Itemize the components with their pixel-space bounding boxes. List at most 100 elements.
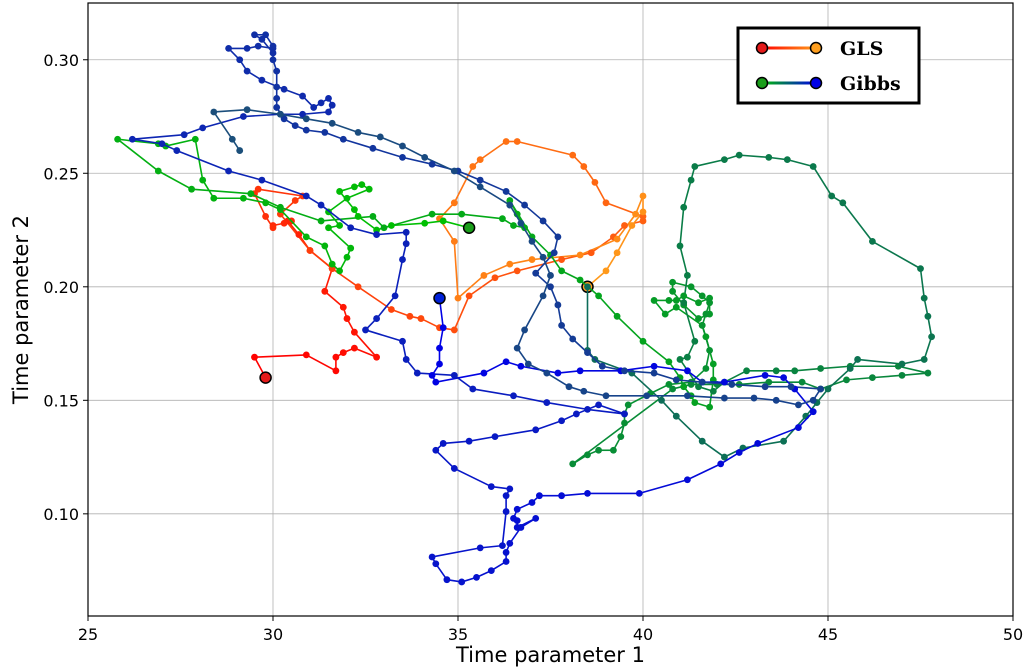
data-point (480, 272, 488, 279)
data-point (351, 206, 358, 214)
data-point (621, 419, 628, 427)
series-segment (794, 388, 814, 413)
data-point (336, 267, 343, 275)
series-segment (675, 415, 703, 442)
series-segment (572, 388, 674, 465)
data-point (702, 365, 710, 372)
series-segment (494, 270, 518, 279)
data-point (650, 362, 658, 370)
data-point (547, 272, 554, 279)
data-point (584, 283, 591, 291)
data-point (280, 219, 288, 227)
y-tick-label: 0.25 (43, 164, 79, 183)
data-point (528, 256, 536, 263)
data-point (539, 253, 547, 261)
series-segment (420, 317, 440, 329)
data-point (580, 163, 588, 170)
data-point (402, 356, 410, 363)
series-segment (694, 158, 725, 168)
series-segment (228, 170, 263, 181)
data-point (743, 367, 750, 375)
data-point (569, 151, 577, 159)
series-segment (365, 329, 403, 343)
data-point (302, 192, 310, 200)
data-point (920, 294, 928, 302)
series-segment (357, 215, 378, 231)
data-point (669, 278, 676, 286)
series-segment (375, 295, 396, 320)
series-segment (343, 138, 374, 150)
series-segment (820, 365, 851, 370)
data-point (225, 45, 233, 52)
data-point (380, 224, 388, 232)
data-point (621, 222, 628, 229)
series-segment (394, 259, 404, 297)
data-point (650, 297, 658, 304)
data-point (521, 201, 528, 209)
data-point (258, 76, 266, 84)
data-point (391, 292, 399, 300)
series-segment (391, 222, 425, 227)
data-point (332, 367, 340, 375)
data-point (787, 383, 795, 391)
data-point (576, 367, 584, 375)
data-point (650, 369, 658, 377)
data-point (809, 396, 817, 404)
data-point (191, 135, 199, 143)
data-point (317, 201, 325, 209)
series-segment (527, 363, 548, 374)
series-segment (417, 372, 455, 377)
legend-line (761, 46, 816, 50)
data-point (373, 315, 380, 322)
data-point (280, 115, 288, 123)
series-segment (668, 381, 692, 386)
data-point (517, 219, 525, 227)
data-point (558, 267, 565, 275)
data-point (665, 297, 673, 304)
data-point (602, 267, 610, 275)
series-segment (328, 197, 348, 213)
legend-box (736, 26, 921, 105)
series-segment (919, 268, 925, 299)
data-point (843, 376, 850, 384)
data-point (291, 197, 299, 204)
data-point (687, 381, 695, 388)
series-segment (505, 190, 526, 206)
data-point (517, 524, 525, 531)
data-point (502, 358, 510, 366)
data-point (487, 483, 495, 490)
data-point (917, 265, 924, 273)
series-segment (461, 213, 503, 220)
data-point (199, 176, 207, 184)
data-point (721, 394, 728, 402)
data-point (336, 188, 343, 195)
legend-label: Gibbs (840, 73, 901, 95)
series-segment (453, 241, 459, 299)
data-point (783, 156, 791, 164)
series-segment (472, 388, 514, 397)
x-tick-label: 40 (633, 625, 653, 644)
series-segment (846, 376, 873, 381)
data-point (325, 94, 332, 102)
series-segment (616, 315, 644, 342)
series-segment (424, 156, 455, 172)
series-segment (642, 340, 670, 363)
data-point (687, 283, 695, 291)
data-point (698, 321, 706, 329)
series-3 (129, 31, 824, 586)
series-segment (587, 408, 625, 415)
data-point (672, 376, 680, 384)
data-point (521, 326, 528, 334)
data-point (421, 153, 429, 161)
series-segment (598, 404, 625, 415)
data-point (602, 392, 610, 400)
data-point (569, 335, 577, 343)
series-segment (324, 268, 333, 292)
data-point (898, 371, 906, 379)
series-segment (594, 181, 607, 204)
series-segment (246, 108, 281, 116)
series-segment (557, 370, 581, 374)
series-segment (261, 179, 307, 197)
data-point (273, 104, 281, 111)
data-point (928, 333, 935, 341)
